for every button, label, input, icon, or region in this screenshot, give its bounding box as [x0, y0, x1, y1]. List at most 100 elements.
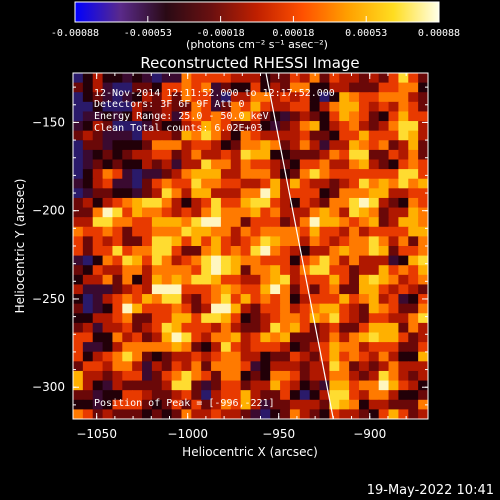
heatmap-cell	[122, 217, 133, 228]
heatmap-cell	[191, 130, 202, 141]
heatmap-cell	[398, 121, 409, 132]
heatmap-cell	[132, 130, 143, 141]
heatmap-cell	[260, 274, 271, 286]
heatmap-cell	[289, 82, 301, 93]
heatmap-cell	[240, 284, 252, 295]
heatmap-cell	[250, 313, 261, 324]
heatmap-cell	[319, 121, 330, 132]
heatmap-cell	[82, 294, 94, 305]
heatmap-cell	[132, 111, 143, 122]
heatmap-cell	[73, 188, 84, 199]
heatmap-cell	[102, 207, 114, 218]
heatmap-cell	[181, 313, 192, 324]
heatmap-cell	[368, 236, 380, 247]
heatmap-cell	[230, 236, 242, 247]
heatmap-cell	[270, 188, 281, 199]
heatmap-cell	[220, 121, 232, 132]
heatmap-cell	[142, 284, 153, 295]
heatmap-cell	[201, 351, 212, 362]
heatmap-cell	[339, 236, 350, 247]
heatmap-cell	[211, 121, 222, 132]
heatmap-cell	[418, 284, 428, 295]
heatmap-cell	[191, 332, 202, 343]
heatmap-cell	[211, 246, 222, 257]
heatmap-cell	[408, 188, 419, 199]
heatmap-cell	[418, 226, 428, 237]
heatmap-cell	[270, 82, 281, 93]
heatmap-cell	[230, 111, 242, 122]
y-tick-label: −150	[32, 115, 65, 129]
heatmap-cell	[250, 303, 261, 314]
heatmap-cell	[260, 101, 271, 113]
heatmap-cell	[408, 380, 419, 391]
heatmap-cell	[132, 188, 143, 199]
heatmap-cell	[368, 294, 380, 305]
heatmap-cell	[220, 82, 232, 93]
heatmap-cell	[289, 178, 301, 189]
heatmap-cell	[339, 169, 350, 180]
heatmap-cell	[201, 197, 212, 209]
annotation-peak: Position of Peak = [-996,-221]	[94, 398, 275, 409]
heatmap-cell	[408, 246, 419, 257]
heatmap-cell	[418, 149, 428, 161]
heatmap-cell	[171, 255, 183, 266]
heatmap-cell	[339, 303, 350, 314]
heatmap-cell	[112, 111, 123, 122]
heatmap-cell	[142, 159, 153, 170]
x-axis-ticks: −1050 −1000 −950 −900	[76, 73, 407, 441]
heatmap-cell	[161, 265, 173, 276]
heatmap-cell	[102, 294, 114, 305]
heatmap-cell	[270, 159, 281, 170]
heatmap-cell	[398, 101, 409, 113]
heatmap-cell	[240, 255, 252, 266]
heatmap-cell	[260, 169, 271, 180]
heatmap-cell	[220, 265, 232, 276]
heatmap-cell	[378, 130, 390, 141]
heatmap-cell	[260, 130, 271, 141]
heatmap-cell	[171, 274, 183, 286]
heatmap-cell	[151, 178, 163, 189]
heatmap-cell	[132, 159, 143, 170]
heatmap-cell	[92, 390, 104, 401]
heatmap-cell	[122, 399, 133, 410]
heatmap-cell	[211, 169, 222, 180]
heatmap-cell	[181, 303, 192, 314]
heatmap-cell	[92, 274, 104, 286]
heatmap-cell	[151, 73, 163, 84]
heatmap-cell	[171, 111, 183, 122]
heatmap-cell	[260, 121, 271, 132]
heatmap-cell	[171, 236, 183, 247]
heatmap-cell	[299, 121, 311, 132]
heatmap-cell	[280, 342, 291, 353]
heatmap-cell	[329, 226, 340, 237]
heatmap-cell	[368, 73, 380, 84]
heatmap-cell	[418, 207, 428, 218]
heatmap-cell	[250, 207, 261, 218]
heatmap-cell	[250, 399, 261, 410]
heatmap-cell	[299, 246, 311, 257]
heatmap-cell	[201, 265, 212, 276]
heatmap-cell	[358, 130, 370, 141]
heatmap-cell	[82, 370, 94, 382]
heatmap-cell	[349, 169, 360, 180]
heatmap-cell	[240, 236, 252, 247]
heatmap-cell	[260, 265, 271, 276]
heatmap-cell	[339, 217, 350, 228]
heatmap-cell	[289, 92, 301, 103]
heatmap-cell	[270, 361, 281, 372]
heatmap-cell	[112, 169, 123, 180]
heatmap-cell	[230, 73, 242, 84]
heatmap-cell	[92, 313, 104, 324]
annotation-detectors: Detectors: 3F 6F 9F Att 0	[94, 99, 245, 110]
heatmap-cell	[240, 121, 252, 132]
heatmap-cell	[122, 265, 133, 276]
heatmap-cell	[92, 322, 104, 334]
heatmap-cell	[102, 361, 114, 372]
heatmap-cell	[260, 409, 271, 419]
heatmap-cell	[201, 207, 212, 218]
heatmap-cell	[82, 342, 94, 353]
heatmap-cell	[73, 361, 84, 372]
heatmap-cell	[270, 121, 281, 132]
heatmap-cell	[319, 92, 330, 103]
heatmap-cell	[122, 226, 133, 237]
